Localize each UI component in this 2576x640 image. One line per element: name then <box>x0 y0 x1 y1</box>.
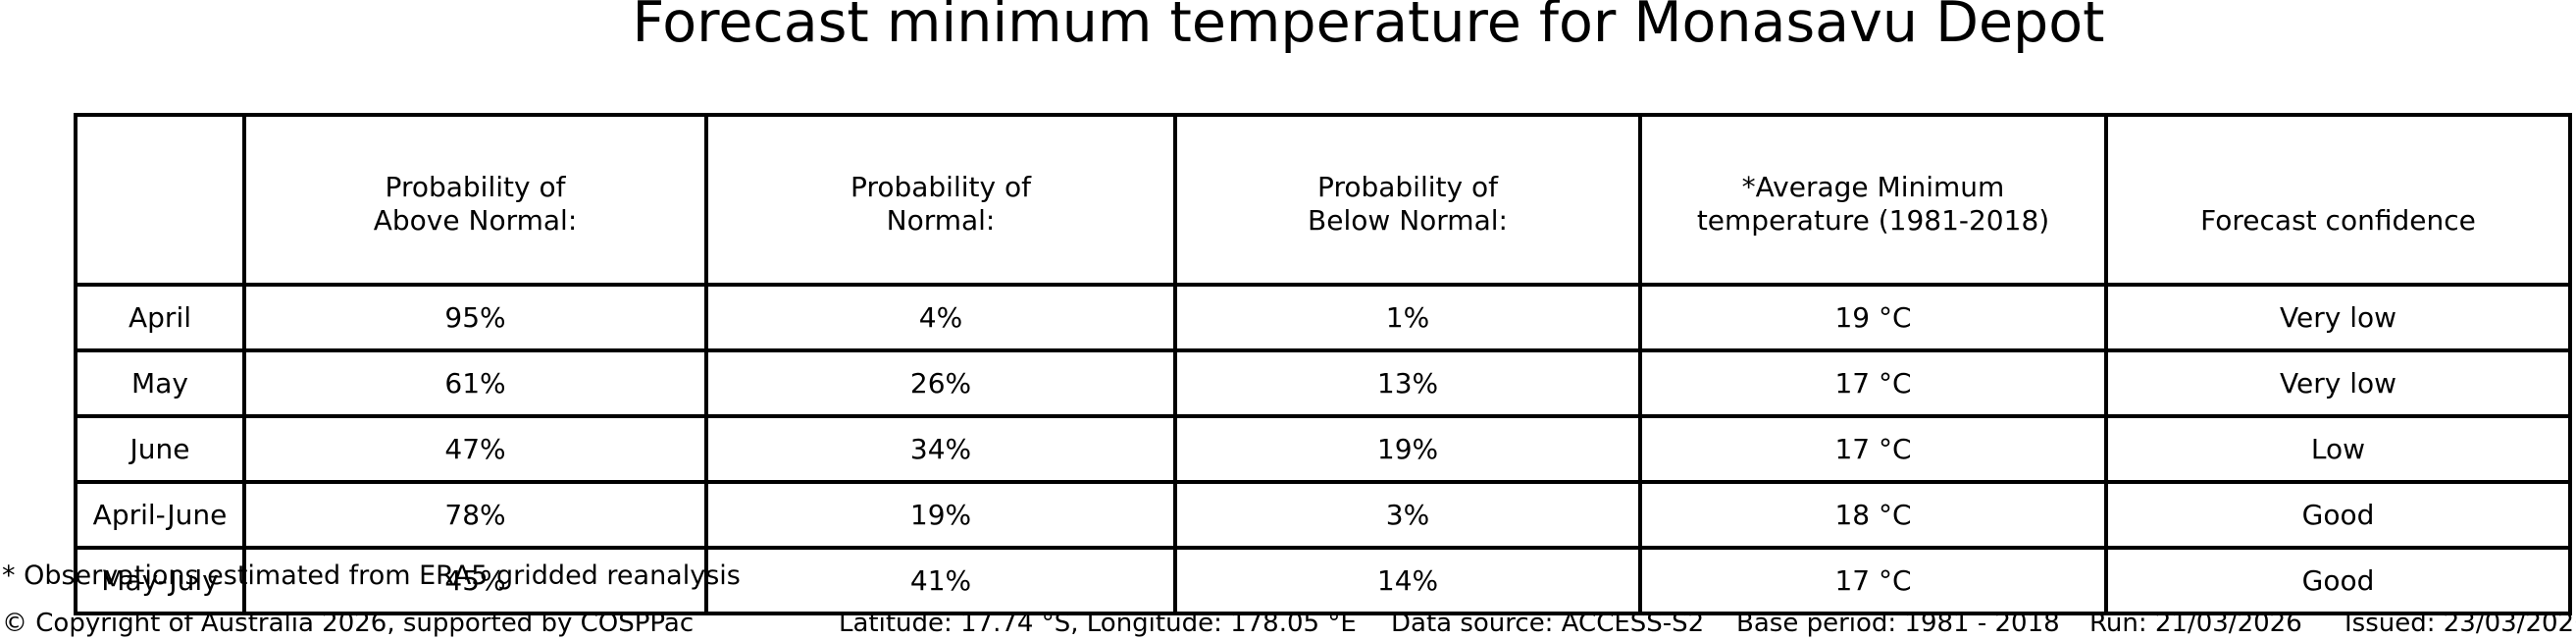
cell-confidence: Very low <box>2104 283 2572 352</box>
cell-period: May <box>74 348 246 418</box>
footer-issued-date: Issued: 23/03/2026 <box>2344 609 2576 638</box>
footer-base-period: Base period: 1981 - 2018 <box>1736 609 2060 638</box>
cell-avg-min-temp: 19 °C <box>1638 283 2108 352</box>
col-header-normal: Probability of Normal: <box>704 113 1177 287</box>
col-header-above-normal: Probability of Above Normal: <box>242 113 708 287</box>
cell-below-normal: 19% <box>1173 414 1642 484</box>
col-header-forecast-confidence: Forecast confidence <box>2104 113 2572 287</box>
cell-below-normal: 3% <box>1173 480 1642 550</box>
col-header-avg-min-temp: *Average Minimum temperature (1981-2018) <box>1638 113 2108 287</box>
footnote: * Observations estimated from ERA5 gridd… <box>2 560 741 591</box>
cell-below-normal: 14% <box>1173 546 1642 615</box>
cell-confidence: Low <box>2104 414 2572 484</box>
cell-above-normal: 95% <box>242 283 708 352</box>
forecast-table: Probability of Above Normal: Probability… <box>74 113 2572 615</box>
cell-confidence: Very low <box>2104 348 2572 418</box>
cell-normal: 19% <box>704 480 1177 550</box>
footer-data-source: Data source: ACCESS-S2 <box>1391 609 1705 638</box>
table-row: April 95% 4% 1% 19 °C Very low <box>74 283 2572 352</box>
cell-avg-min-temp: 17 °C <box>1638 414 2108 484</box>
footer-run-date: Run: 21/03/2026 <box>2089 609 2302 638</box>
cell-confidence: Good <box>2104 546 2572 615</box>
cell-above-normal: 78% <box>242 480 708 550</box>
cell-period: April-June <box>74 480 246 550</box>
page-title: Forecast minimum temperature for Monasav… <box>632 0 2105 55</box>
cell-normal: 26% <box>704 348 1177 418</box>
cell-period: April <box>74 283 246 352</box>
cell-normal: 41% <box>704 546 1177 615</box>
cell-below-normal: 1% <box>1173 283 1642 352</box>
table-row: May-July 45% 41% 14% 17 °C Good <box>74 546 2572 615</box>
cell-below-normal: 13% <box>1173 348 1642 418</box>
cell-avg-min-temp: 17 °C <box>1638 348 2108 418</box>
cell-above-normal: 45% <box>242 546 708 615</box>
cell-avg-min-temp: 18 °C <box>1638 480 2108 550</box>
cell-normal: 4% <box>704 283 1177 352</box>
header-row: Probability of Above Normal: Probability… <box>74 113 2572 287</box>
cell-period: May-July <box>74 546 246 615</box>
cell-period: June <box>74 414 246 484</box>
footer-location: Latitude: 17.74 °S, Longitude: 178.05 °E <box>839 609 1357 638</box>
cell-confidence: Good <box>2104 480 2572 550</box>
table-row: June 47% 34% 19% 17 °C Low <box>74 414 2572 484</box>
cell-normal: 34% <box>704 414 1177 484</box>
cell-above-normal: 61% <box>242 348 708 418</box>
col-header-below-normal: Probability of Below Normal: <box>1173 113 1642 287</box>
cell-above-normal: 47% <box>242 414 708 484</box>
table-row: May 61% 26% 13% 17 °C Very low <box>74 348 2572 418</box>
cell-avg-min-temp: 17 °C <box>1638 546 2108 615</box>
corner-cell <box>74 113 246 287</box>
footer-copyright: © Copyright of Australia 2026, supported… <box>2 609 695 638</box>
table-row: April-June 78% 19% 3% 18 °C Good <box>74 480 2572 550</box>
